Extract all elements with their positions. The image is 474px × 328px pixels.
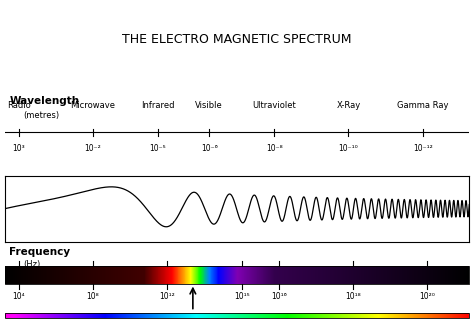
Text: Infrared: Infrared [141,101,175,110]
Text: 10¹²: 10¹² [159,292,175,301]
Text: Ultraviolet: Ultraviolet [252,101,296,110]
Text: Frequency: Frequency [9,247,71,256]
Text: Radio: Radio [7,101,30,110]
Text: THE ELECTRO MAGNETIC SPECTRUM: THE ELECTRO MAGNETIC SPECTRUM [122,33,352,46]
Text: 10⁻²: 10⁻² [85,144,101,154]
Text: 10⁴: 10⁴ [12,292,25,301]
Text: 10⁻¹²: 10⁻¹² [413,144,433,154]
Text: (Hz): (Hz) [23,260,41,269]
Text: 10¹⁶: 10¹⁶ [271,292,287,301]
Text: (metres): (metres) [23,111,59,120]
Text: 10¹⁸: 10¹⁸ [346,292,361,301]
Text: X-Ray: X-Ray [337,101,361,110]
Text: 10⁻⁶: 10⁻⁶ [201,144,218,154]
Text: 10⁸: 10⁸ [87,292,100,301]
Bar [5,313,469,318]
Text: 10³: 10³ [12,144,25,154]
Text: 10²⁰: 10²⁰ [419,292,436,301]
Text: Visible: Visible [195,101,223,110]
Text: 10⁻⁵: 10⁻⁵ [150,144,166,154]
Text: 10⁻¹⁰: 10⁻¹⁰ [338,144,358,154]
Text: Gamma Ray: Gamma Ray [397,101,448,110]
Text: 10⁻⁸: 10⁻⁸ [266,144,283,154]
Text: Microwave: Microwave [71,101,116,110]
Text: Wavelength: Wavelength [9,96,80,106]
Text: 10¹⁵: 10¹⁵ [234,292,249,301]
